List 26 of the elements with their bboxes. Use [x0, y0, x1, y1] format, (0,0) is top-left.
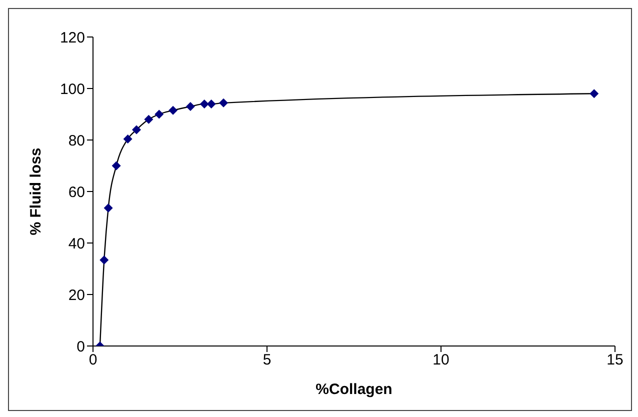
- x-tick-label: 5: [262, 352, 272, 369]
- x-axis-title: %Collagen: [316, 381, 392, 398]
- y-tick-label: 100: [60, 80, 85, 98]
- point: [154, 110, 164, 119]
- y-tick-label: 120: [60, 29, 85, 46]
- point: [104, 203, 113, 212]
- y-tick-label: 0: [76, 338, 85, 356]
- point: [200, 99, 209, 108]
- point: [219, 98, 228, 108]
- point: [144, 114, 154, 124]
- y-tick-label: 60: [68, 184, 85, 201]
- y-tick-label: 80: [68, 132, 85, 150]
- point: [590, 89, 599, 98]
- point: [186, 102, 195, 112]
- point: [132, 125, 141, 134]
- point: [123, 134, 132, 144]
- y-tick-label: 20: [68, 286, 85, 304]
- x-tick-label: 0: [88, 352, 98, 369]
- point: [112, 161, 121, 170]
- x-tick-label: 15: [606, 352, 624, 369]
- y-tick-label: 40: [68, 235, 85, 252]
- y-axis-title: % Fluid loss: [27, 148, 44, 236]
- point: [206, 99, 216, 108]
- point: [100, 255, 109, 264]
- x-tick-label: 10: [432, 352, 450, 369]
- point: [168, 106, 178, 115]
